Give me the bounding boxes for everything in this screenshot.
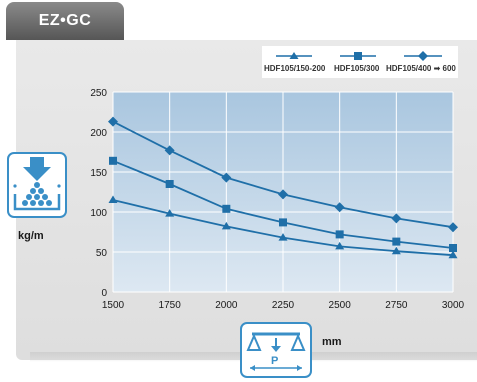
- legend-marker-triangle: [276, 52, 312, 59]
- data-point-series-1: [335, 241, 345, 250]
- y-axis-unit: kg/m: [18, 230, 44, 242]
- svg-text:P: P: [271, 355, 278, 367]
- x-tick-label: 2000: [215, 300, 238, 311]
- legend-label-1: HDF105/150-200: [264, 64, 326, 73]
- data-point-series-1: [108, 195, 118, 203]
- data-point-series-1: [165, 209, 175, 217]
- y-tick-label: 150: [90, 168, 107, 179]
- series-layer: [108, 116, 458, 259]
- data-point-series-3: [334, 202, 345, 213]
- legend-marker-square: [340, 52, 376, 60]
- brand-label: EZ•GC: [38, 12, 92, 29]
- x-tick-label: 1500: [102, 300, 125, 311]
- load-weight-icon: [13, 157, 61, 211]
- data-point-series-2: [449, 244, 457, 252]
- data-point-series-2: [335, 230, 344, 239]
- data-point-series-1: [448, 250, 458, 259]
- legend-item-1: HDF105/150-200: [262, 46, 330, 78]
- data-point-series-1: [278, 233, 288, 241]
- y-tick-label: 250: [90, 88, 107, 99]
- beam-span-icon: P: [246, 332, 306, 371]
- brand-tab: EZ•GC: [6, 2, 124, 40]
- data-point-series-3: [278, 189, 288, 200]
- legend-marker-diamond: [404, 51, 442, 61]
- data-point-series-1: [221, 221, 231, 230]
- data-point-series-2: [165, 180, 174, 188]
- data-point-series-3: [164, 145, 175, 156]
- data-point-series-2: [109, 156, 117, 165]
- data-point-series-2: [279, 218, 287, 227]
- legend-item-3: HDF105/400 ➡ 600: [386, 46, 458, 78]
- legend-label-3: HDF105/400 ➡ 600: [386, 64, 456, 73]
- load-icon-box: [7, 152, 67, 218]
- data-point-series-1: [391, 246, 401, 255]
- y-tick-label: 200: [90, 128, 107, 139]
- y-tick-label: 100: [90, 208, 107, 219]
- legend-item-2: HDF105/300: [332, 46, 384, 78]
- x-tick-label: 3000: [442, 300, 465, 311]
- data-point-series-3: [221, 172, 232, 183]
- y-tick-label: 0: [101, 288, 107, 299]
- x-axis-unit: mm: [322, 336, 342, 348]
- x-tick-label: 1750: [159, 300, 182, 311]
- y-tick-label: 50: [96, 248, 108, 259]
- data-point-series-2: [222, 204, 231, 213]
- legend-label-2: HDF105/300: [334, 64, 380, 73]
- x-tick-label: 2500: [329, 300, 352, 311]
- legend: HDF105/150-200 HDF105/300 HDF105/400 ➡ 6…: [262, 46, 458, 78]
- data-point-series-3: [108, 116, 118, 127]
- x-tick-label: 2250: [272, 300, 295, 311]
- y-tick-labels: 0 50 100 150 200 250: [90, 88, 107, 299]
- data-point-series-2: [392, 237, 401, 246]
- x-tick-label: 2750: [385, 300, 408, 311]
- data-point-series-3: [448, 222, 458, 233]
- x-tick-labels: 1500 1750 2000 2250 2500 2750 3000: [102, 300, 465, 311]
- data-point-series-3: [391, 213, 402, 224]
- span-icon-box: P: [240, 322, 312, 378]
